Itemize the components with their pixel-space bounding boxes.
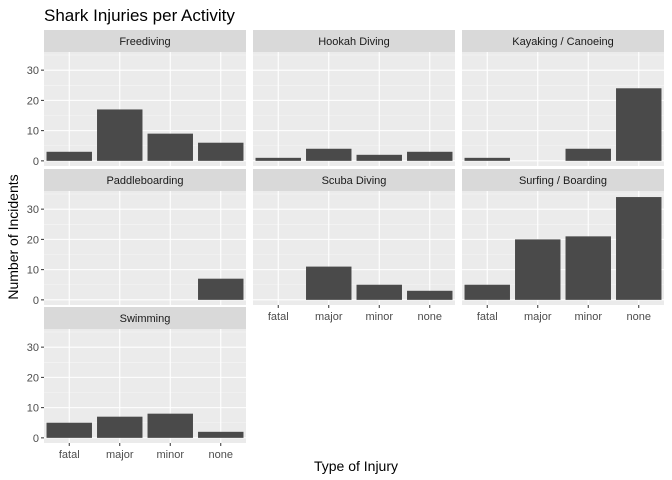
- facet-strip: [253, 30, 455, 52]
- y-tick-label: 10: [27, 126, 39, 138]
- bar-swimming-minor: [147, 413, 193, 438]
- y-axis-title: Number of Incidents: [5, 174, 21, 299]
- y-tick-label: 20: [27, 372, 39, 384]
- facet-strip-label: Paddleboarding: [106, 175, 183, 187]
- facet-strip-label: Swimming: [120, 313, 171, 325]
- facet-strip: [462, 169, 664, 191]
- facet-panel-background: [253, 52, 455, 166]
- facet-swimming: Swimming 0 10 20 30 fatal major minor none: [27, 307, 246, 461]
- bar-kayaking-canoeing-none: [616, 88, 662, 161]
- facet-kayaking-canoeing: Kayaking / Canoeing: [462, 30, 664, 166]
- facet-strip-label: Scuba Diving: [322, 175, 387, 187]
- bar-hookah-diving-fatal: [255, 157, 301, 161]
- bar-hookah-diving-none: [407, 151, 453, 161]
- y-tick-label: 0: [33, 295, 39, 307]
- bar-hookah-diving-major: [306, 148, 352, 161]
- facet-strip: [253, 169, 455, 191]
- facet-strip: [44, 307, 246, 329]
- y-tick-label: 30: [27, 342, 39, 354]
- y-tick-label: 20: [27, 234, 39, 246]
- y-tick-label: 0: [33, 156, 39, 168]
- bar-freediving-major: [97, 109, 143, 161]
- facet-freediving: Freediving 0 10 20 30: [27, 30, 246, 168]
- facet-strip-label: Freediving: [119, 36, 170, 48]
- bar-scuba-diving-minor: [356, 284, 402, 300]
- bar-swimming-none: [198, 431, 244, 438]
- x-tick-label: minor: [574, 311, 602, 323]
- bar-swimming-major: [97, 416, 143, 438]
- facet-strip-label: Kayaking / Canoeing: [512, 36, 614, 48]
- facet-strip-label: Hookah Diving: [318, 36, 390, 48]
- x-tick-label: minor: [365, 311, 393, 323]
- x-tick-label: major: [106, 449, 134, 461]
- bar-scuba-diving-major: [306, 266, 352, 300]
- x-tick-label: none: [627, 311, 651, 323]
- bar-surfing-boarding-major: [515, 239, 561, 300]
- y-tick-label: 30: [27, 204, 39, 216]
- chart-title: Shark Injuries per Activity: [44, 6, 235, 25]
- x-tick-label: fatal: [59, 449, 80, 461]
- y-tick-label: 10: [27, 265, 39, 277]
- x-tick-label: none: [418, 311, 442, 323]
- facet-scuba-diving: Scuba Diving fatal major minor none: [253, 169, 455, 323]
- bar-scuba-diving-none: [407, 290, 453, 300]
- bar-freediving-fatal: [46, 151, 92, 161]
- facet-paddleboarding: Paddleboarding 0 10 20 30: [27, 169, 246, 307]
- bar-freediving-none: [198, 142, 244, 161]
- facet-panel-background: [253, 191, 455, 305]
- y-tick-label: 20: [27, 95, 39, 107]
- facet-panels: Freediving 0 10 20 30 Hookah Diving Kayaking /…: [27, 30, 664, 461]
- facet-surfing-boarding: Surfing / Boarding fatal major minor none: [462, 169, 664, 323]
- x-tick-label: none: [209, 449, 233, 461]
- x-tick-label: minor: [156, 449, 184, 461]
- x-tick-label: major: [524, 311, 552, 323]
- facet-strip: [44, 169, 246, 191]
- bar-surfing-boarding-minor: [565, 236, 611, 300]
- facet-strip-label: Surfing / Boarding: [519, 175, 607, 187]
- x-axis-title: Type of Injury: [314, 458, 398, 474]
- bar-kayaking-canoeing-fatal: [464, 157, 510, 161]
- facet-hookah-diving: Hookah Diving: [253, 30, 455, 166]
- bar-paddleboarding-none: [198, 278, 244, 300]
- bar-freediving-minor: [147, 133, 193, 161]
- y-tick-label: 0: [33, 433, 39, 445]
- x-tick-label: fatal: [268, 311, 289, 323]
- facet-strip: [462, 30, 664, 52]
- facet-strip: [44, 30, 246, 52]
- x-tick-label: fatal: [477, 311, 498, 323]
- bar-swimming-fatal: [46, 422, 92, 438]
- bar-surfing-boarding-none: [616, 197, 662, 300]
- x-tick-label: major: [315, 311, 343, 323]
- bar-kayaking-canoeing-minor: [565, 148, 611, 161]
- y-tick-label: 30: [27, 65, 39, 77]
- y-tick-label: 10: [27, 403, 39, 415]
- bar-surfing-boarding-fatal: [464, 284, 510, 300]
- bar-hookah-diving-minor: [356, 154, 402, 161]
